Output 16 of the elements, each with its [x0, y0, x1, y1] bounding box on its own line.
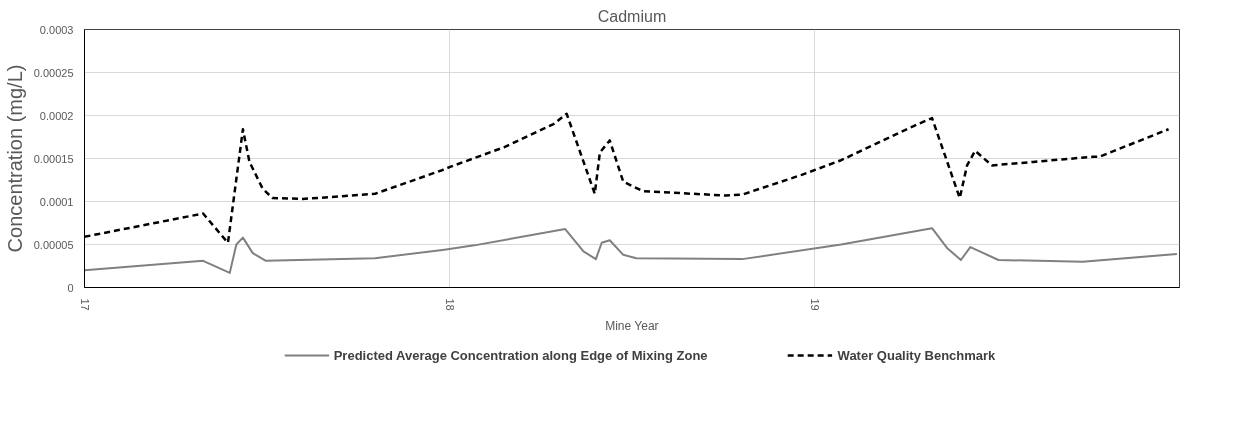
y-axis-title: Concentration (mg/L) — [3, 64, 26, 253]
y-tick-label: 0.0001 — [39, 195, 74, 208]
chart-title: Cadmium — [597, 7, 667, 25]
legend-label: Predicted Average Concentration along Edge of Mixing Zone — [333, 347, 708, 363]
y-tick-label: 0.00025 — [33, 66, 74, 79]
y-tick-label: 0.0003 — [39, 23, 74, 36]
y-tick-label: 0 — [67, 281, 74, 294]
x-axis-title: Mine Year — [605, 318, 659, 333]
y-tick-label: 0.0002 — [39, 109, 74, 122]
y-tick-label: 0.00015 — [33, 152, 74, 165]
line-series — [84, 227, 1178, 274]
x-tick-label: 19 — [808, 298, 821, 311]
y-tick-label: 0.00005 — [33, 238, 74, 251]
x-tick-label: 17 — [78, 298, 91, 311]
legend-label: Water Quality Benchmark — [837, 347, 996, 363]
x-tick-label: 18 — [443, 298, 456, 311]
